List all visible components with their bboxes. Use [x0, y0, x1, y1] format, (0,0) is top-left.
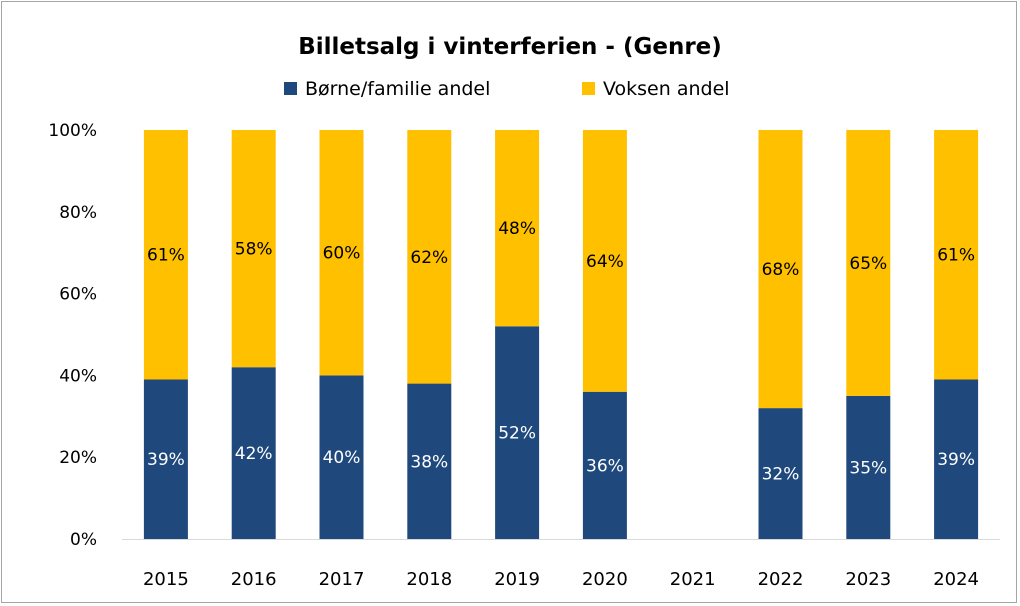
- y-tick-label: 0%: [70, 530, 97, 550]
- legend-label-children: Børne/familie andel: [305, 78, 490, 100]
- x-tick-label: 2022: [758, 569, 804, 590]
- x-tick-label: 2016: [231, 569, 277, 590]
- bar-children-2016: [231, 367, 276, 539]
- y-tick-label: 60%: [59, 285, 97, 305]
- bar-children-2019: [495, 326, 540, 539]
- x-tick-label: 2021: [670, 569, 716, 590]
- bars: 39% 61% 42% 58% 40% 60% 38% 62% 52% 48% 36% 64% 32% 6…: [143, 130, 979, 539]
- x-tick-label: 2017: [319, 569, 365, 590]
- bar-adults-2022: [758, 130, 803, 409]
- y-tick-label: 20%: [59, 448, 97, 468]
- bar-children-2015: [143, 379, 188, 539]
- bar-adults-2015: [143, 130, 188, 380]
- x-tick-label: 2018: [406, 569, 452, 590]
- data-label-adults-2023: 65%: [849, 254, 887, 274]
- bar-children-2018: [407, 383, 452, 539]
- bar-adults-2024: [934, 130, 979, 380]
- bar-adults-2017: [319, 130, 364, 376]
- data-label-children-2024: 39%: [937, 450, 975, 470]
- chart-title: Billetsalg i vinterferien - (Genre): [298, 34, 722, 60]
- bar-children-2020: [582, 391, 627, 539]
- bar-adults-2023: [846, 130, 891, 396]
- bar-children-2022: [758, 408, 803, 539]
- legend: Børne/familie andel Voksen andel: [284, 78, 730, 100]
- data-label-children-2019: 52%: [498, 424, 536, 444]
- data-label-children-2018: 38%: [410, 452, 448, 472]
- data-label-children-2017: 40%: [323, 448, 361, 468]
- bar-adults-2020: [582, 130, 627, 392]
- data-label-adults-2018: 62%: [410, 248, 448, 268]
- bar-adults-2018: [407, 130, 452, 384]
- x-tick-label: 2020: [582, 569, 628, 590]
- bar-children-2024: [934, 379, 979, 539]
- bar-children-2017: [319, 375, 364, 539]
- data-label-children-2023: 35%: [849, 458, 887, 478]
- legend-swatch-adults: [582, 82, 595, 95]
- data-label-adults-2017: 60%: [323, 244, 361, 264]
- data-label-adults-2016: 58%: [235, 240, 273, 260]
- bar-children-2023: [846, 395, 891, 539]
- bar-adults-2016: [231, 130, 276, 368]
- data-label-children-2022: 32%: [762, 465, 800, 485]
- data-label-adults-2020: 64%: [586, 252, 624, 272]
- legend-swatch-children: [284, 82, 297, 95]
- data-label-children-2016: 42%: [235, 444, 273, 464]
- data-label-children-2015: 39%: [147, 450, 185, 470]
- y-axis: 0% 20% 40% 60% 80% 100%: [48, 121, 97, 550]
- data-label-adults-2024: 61%: [937, 246, 975, 266]
- y-tick-label: 80%: [59, 203, 97, 223]
- data-label-children-2020: 36%: [586, 456, 624, 476]
- y-tick-label: 40%: [59, 366, 97, 386]
- y-tick-label: 100%: [48, 121, 97, 141]
- data-label-adults-2019: 48%: [498, 219, 536, 239]
- bar-adults-2019: [495, 130, 540, 327]
- data-label-adults-2015: 61%: [147, 246, 185, 266]
- x-axis: 2015 2016 2017 2018 2019 2020 2021 2022 2023 2024: [122, 539, 1000, 590]
- x-tick-label: 2015: [143, 569, 189, 590]
- x-tick-label: 2024: [933, 569, 979, 590]
- legend-label-adults: Voksen andel: [603, 78, 730, 100]
- x-tick-label: 2023: [845, 569, 891, 590]
- x-tick-label: 2019: [494, 569, 540, 590]
- data-label-adults-2022: 68%: [762, 260, 800, 280]
